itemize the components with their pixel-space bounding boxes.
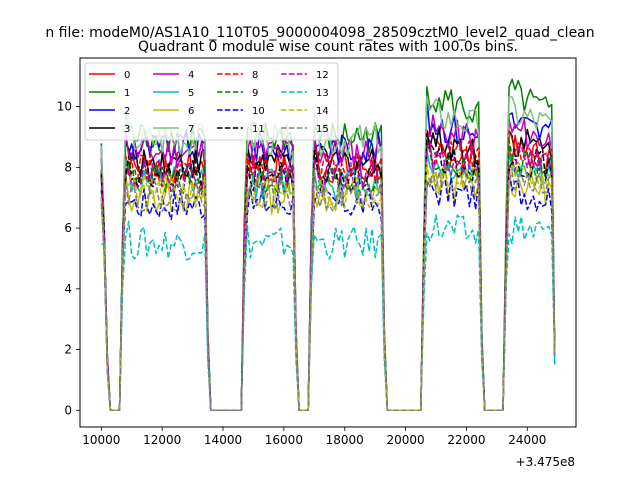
legend-label-1: 1	[124, 88, 130, 99]
series-line-6	[100, 166, 556, 412]
legend-label-15: 15	[316, 124, 329, 135]
series-line-9	[100, 139, 556, 412]
y-tick-label: 8	[64, 160, 72, 174]
axes-frame	[79, 57, 577, 428]
x-offset-text: +3.475e8	[516, 455, 575, 469]
legend-label-6: 6	[188, 106, 194, 117]
legend-label-4: 4	[188, 70, 194, 81]
series-line-14	[100, 161, 556, 412]
legend-label-9: 9	[252, 88, 258, 99]
legend-label-5: 5	[188, 88, 194, 99]
legend-label-13: 13	[316, 88, 329, 99]
y-tick-label: 2	[64, 343, 72, 357]
series-line-8	[100, 130, 556, 412]
x-tick-label: 10000	[82, 433, 120, 447]
x-tick-label: 22000	[447, 433, 485, 447]
figure-suptitle: n file: modeM0/AS1A10_110T05_9000004098_…	[45, 25, 594, 41]
legend-label-7: 7	[188, 124, 194, 135]
axes: 10000 12000 14000 16000 18000 20000 22000 24000…	[57, 57, 577, 447]
series-line-13	[101, 214, 556, 412]
x-tick-label: 12000	[143, 433, 181, 447]
y-tick-label: 0	[64, 403, 72, 417]
series-line-11	[100, 133, 556, 412]
legend-label-14: 14	[316, 106, 329, 117]
legend-label-12: 12	[316, 70, 329, 81]
y-tick-label: 4	[64, 282, 72, 296]
x-tick-label: 20000	[387, 433, 425, 447]
y-tick-label: 6	[64, 221, 72, 235]
series-lines	[100, 78, 556, 412]
legend-label-3: 3	[124, 124, 130, 135]
legend-label-8: 8	[252, 70, 258, 81]
legend-label-2: 2	[124, 106, 130, 117]
legend-box	[84, 62, 339, 141]
chart-title: Quadrant 0 module wise count rates with …	[138, 39, 518, 55]
x-tick-label: 16000	[265, 433, 303, 447]
x-tick-label: 18000	[326, 433, 364, 447]
y-tick-label: 10	[57, 100, 72, 114]
legend-label-11: 11	[252, 124, 265, 135]
plot-area	[100, 78, 556, 412]
series-line-15	[100, 163, 556, 412]
x-tick-label: 24000	[508, 433, 546, 447]
legend-label-0: 0	[124, 70, 130, 81]
x-tick-label: 14000	[204, 433, 242, 447]
legend-label-10: 10	[252, 106, 265, 117]
